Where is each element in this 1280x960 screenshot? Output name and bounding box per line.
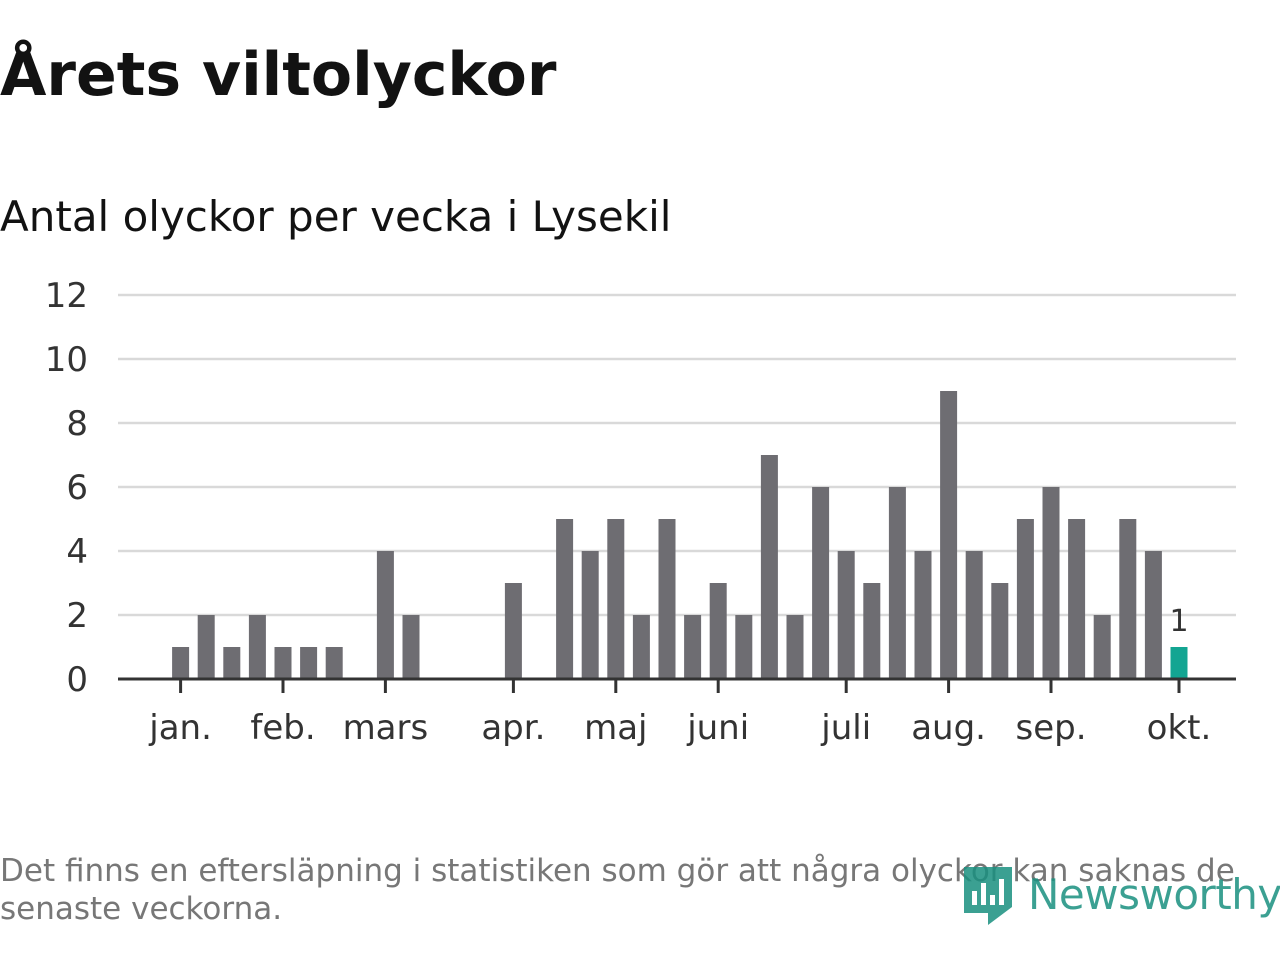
bar [863, 583, 881, 679]
x-tick-label: maj [584, 708, 647, 748]
chart-subtitle: Antal olyckor per vecka i Lysekil [0, 192, 672, 241]
y-tick-label: 8 [66, 404, 88, 444]
bar [504, 583, 522, 679]
bar [786, 615, 804, 679]
bar [1093, 615, 1111, 679]
bar [402, 615, 420, 679]
bar-chart-shield-icon [964, 867, 1012, 925]
y-tick-label: 4 [66, 532, 88, 572]
x-tick-label: jan. [148, 708, 212, 748]
bar [684, 615, 702, 679]
x-tick-label: juni [686, 708, 749, 748]
x-tick-label: apr. [481, 708, 545, 748]
bar [888, 487, 906, 679]
x-tick-label: juli [820, 708, 871, 748]
x-tick-label: mars [343, 708, 429, 748]
footnote: Det finns en eftersläpning i statistiken… [0, 853, 1235, 927]
annotations: 1 [1169, 604, 1188, 639]
bar [709, 583, 727, 679]
bar [1042, 487, 1060, 679]
bar [632, 615, 650, 679]
bar [965, 551, 983, 679]
bar [837, 551, 855, 679]
bar [274, 647, 292, 679]
bar [658, 519, 676, 679]
bar [197, 615, 215, 679]
bars [172, 391, 1188, 679]
bar [581, 551, 599, 679]
bar [991, 583, 1009, 679]
bar [376, 551, 394, 679]
y-tick-label: 0 [66, 660, 88, 700]
y-tick-label: 6 [66, 468, 88, 508]
x-axis-ticks: jan. feb. mars apr. maj juni juli aug. sep. okt. [148, 679, 1211, 748]
bar [223, 647, 241, 679]
data-label: 1 [1169, 604, 1188, 639]
x-tick-label: feb. [250, 708, 315, 748]
logo-text: Newsworthy [1028, 869, 1280, 919]
bar [607, 519, 625, 679]
y-tick-label: 2 [66, 596, 88, 636]
bar-latest-week [1170, 647, 1188, 679]
bar [172, 647, 190, 679]
y-tick-label: 10 [45, 340, 88, 380]
newsworthy-logo: Newsworthy [962, 860, 1280, 928]
bar [248, 615, 266, 679]
bar [325, 647, 343, 679]
bar [760, 455, 778, 679]
x-tick-label: aug. [911, 708, 986, 748]
y-tick-label: 12 [45, 276, 88, 316]
bar [940, 391, 958, 679]
bar [812, 487, 830, 679]
x-tick-label: sep. [1015, 708, 1086, 748]
bar [1068, 519, 1086, 679]
chart-title: Årets viltolyckor [0, 40, 557, 110]
bar [1144, 551, 1162, 679]
bar [300, 647, 318, 679]
bar [914, 551, 932, 679]
bar [556, 519, 574, 679]
y-axis-ticks: 0 2 4 6 8 10 12 [45, 276, 88, 700]
bar-chart: 0 2 4 6 8 10 12 jan. feb. mars apr. maj juni juli aug… [45, 276, 1236, 748]
bar [1016, 519, 1034, 679]
bar [735, 615, 753, 679]
bar [1119, 519, 1137, 679]
x-tick-label: okt. [1147, 708, 1212, 748]
